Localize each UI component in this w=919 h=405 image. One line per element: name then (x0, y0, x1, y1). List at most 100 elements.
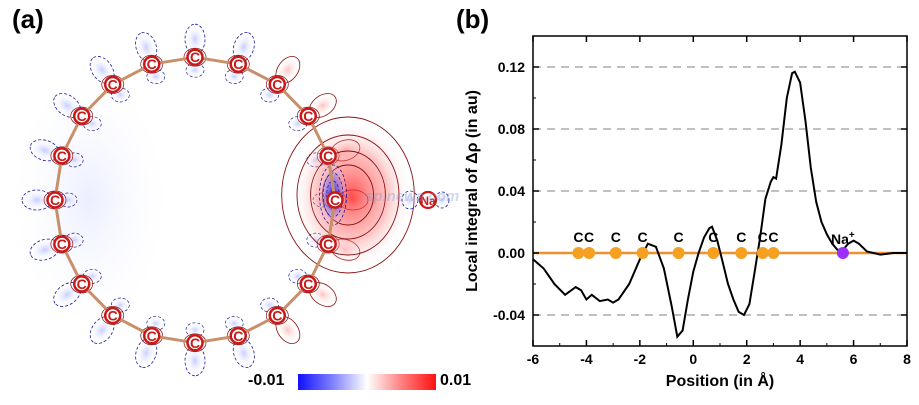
carbon-atom-circle (103, 75, 122, 94)
carbon-marker (707, 247, 720, 259)
bond-lobe-contour (70, 106, 94, 126)
na-halo-right (435, 192, 449, 208)
carbon-atom: C (229, 55, 248, 73)
carbon-atom-circle (319, 147, 337, 165)
carbon-atom: C (186, 334, 204, 352)
lobe-contour (184, 23, 206, 55)
bond-lobe-contour (296, 274, 320, 294)
line-chart-panel: C C C C C C C C C Na+ -6 -4 -2 0 2 4 6 8 -0.04 0.00 0.04 0.08… (455, 0, 919, 400)
carbon-marker (672, 247, 685, 259)
bond-lobe-contour (140, 326, 164, 346)
carbon-atom-label: C (190, 49, 200, 65)
colorbar-max-label: 0.01 (440, 372, 472, 389)
charge-density-map: C C C C C C C C C C C C C C C C C C C C Na (5, 23, 450, 377)
carbon-atom: C (268, 75, 287, 94)
y-tick-label: 0.08 (498, 121, 525, 137)
carbon-marker (583, 247, 596, 259)
y-axis-label: Local integral of Δρ (in au) (464, 90, 481, 292)
density-lobe (288, 268, 337, 307)
carbon-atom: C (319, 235, 337, 253)
outer-lobe (135, 32, 157, 62)
x-tick-label: -4 (580, 351, 593, 367)
carbon-atom-label: C (50, 192, 60, 208)
lobe-contour (29, 139, 60, 162)
carbon-atom-label: C (147, 328, 157, 344)
carbon-atom-label: C (233, 56, 243, 72)
bond-lobe-contour (101, 75, 125, 94)
carbon-atom-label: C (57, 236, 67, 252)
series-line (532, 70, 907, 339)
bond-lobe-contour (140, 54, 164, 74)
carbon-atom-circle (326, 191, 344, 209)
carbon-atom: C (229, 327, 248, 345)
inner-lobe (186, 322, 204, 337)
carbon-atom-label: C (272, 76, 282, 92)
carbon-marker-label: C (573, 229, 583, 245)
carbon-marker-label: C (768, 229, 778, 245)
carbon-atom-circle (299, 107, 318, 125)
na-atom-label: Na (420, 194, 436, 208)
outer-lobe (22, 190, 52, 210)
outer-lobe (233, 338, 255, 368)
carbon-atom-label: C (330, 192, 340, 208)
carbon-atom-circle (72, 275, 91, 293)
carbon-atom: C (186, 48, 204, 66)
carbon-atom-circle (142, 55, 161, 73)
density-lobe (260, 56, 301, 103)
carbon-marker-label: C (708, 229, 718, 245)
x-tick-label: 4 (796, 351, 804, 367)
carbon-atom-circle (229, 55, 248, 73)
sodium-marker (836, 247, 849, 259)
carbon-marker (636, 247, 649, 259)
lobe-contour (53, 93, 82, 118)
x-tick-label: -6 (527, 351, 540, 367)
carbon-atom-label: C (303, 276, 313, 292)
carbon-atom: C (268, 306, 287, 325)
bond-lobe-contour (226, 326, 250, 346)
carbon-atom: C (103, 75, 122, 94)
sodium-marker-label: Na+ (831, 230, 855, 247)
carbon-atom-label: C (303, 108, 313, 124)
carbon-atom-label: C (77, 276, 87, 292)
carbon-marker-label: C (674, 229, 684, 245)
lobe-contour (89, 56, 115, 84)
x-axis-label: Position (in Å) (666, 371, 774, 390)
na-halo-left-contour (401, 190, 419, 210)
carbon-marker-label: C (584, 229, 594, 245)
y-tick-label: 0.04 (498, 183, 525, 199)
carbon-atom-label: C (323, 148, 333, 164)
inner-lobe (186, 63, 204, 78)
charge-density-map-panel: C C C C C C C C C C C C C C C C C C C C Na (5, 23, 450, 377)
lobe-contour (53, 282, 82, 307)
sodium-charge-label: + (849, 230, 855, 241)
y-tick-label: 0.12 (498, 59, 525, 75)
bond-lobe-contour (183, 47, 207, 67)
carbon-marker-label: C (611, 229, 621, 245)
watermark-text: sp.news.com (365, 188, 460, 205)
carbon-marker (767, 247, 780, 259)
carbon-atom-label: C (190, 335, 200, 351)
line-chart: C C C C C C C C C Na+-6 -4 -2 0 2 4 6 8-0.040.000.040.08… (464, 35, 911, 390)
bond-lobe-contour (265, 306, 289, 325)
polarization-contour (310, 150, 386, 240)
depletion-contour (319, 164, 347, 226)
carbon-atom-label: C (77, 108, 87, 124)
carbon-atom-circle (186, 48, 204, 66)
y-tick-label: -0.04 (493, 307, 525, 323)
carbon-atom-circle (53, 235, 71, 253)
x-tick-label: 8 (903, 351, 911, 367)
carbon-atom: C (103, 306, 122, 325)
bond-lobe-contour (226, 54, 250, 74)
carbon-atom: C (319, 147, 337, 165)
carbon-atom: C (299, 275, 318, 293)
bond-lobe-contour (183, 333, 207, 353)
carbon-atom-circle (268, 306, 287, 325)
outer-lobe (185, 345, 205, 376)
density-lobe (260, 297, 301, 344)
carbon-marker-label: C (758, 229, 768, 245)
colorbar-min-label: -0.01 (248, 372, 285, 389)
outer-lobe (185, 24, 205, 55)
carbon-atom-label: C (57, 148, 67, 164)
carbon-atom-circle (299, 275, 318, 293)
na-halo-left (402, 191, 418, 209)
